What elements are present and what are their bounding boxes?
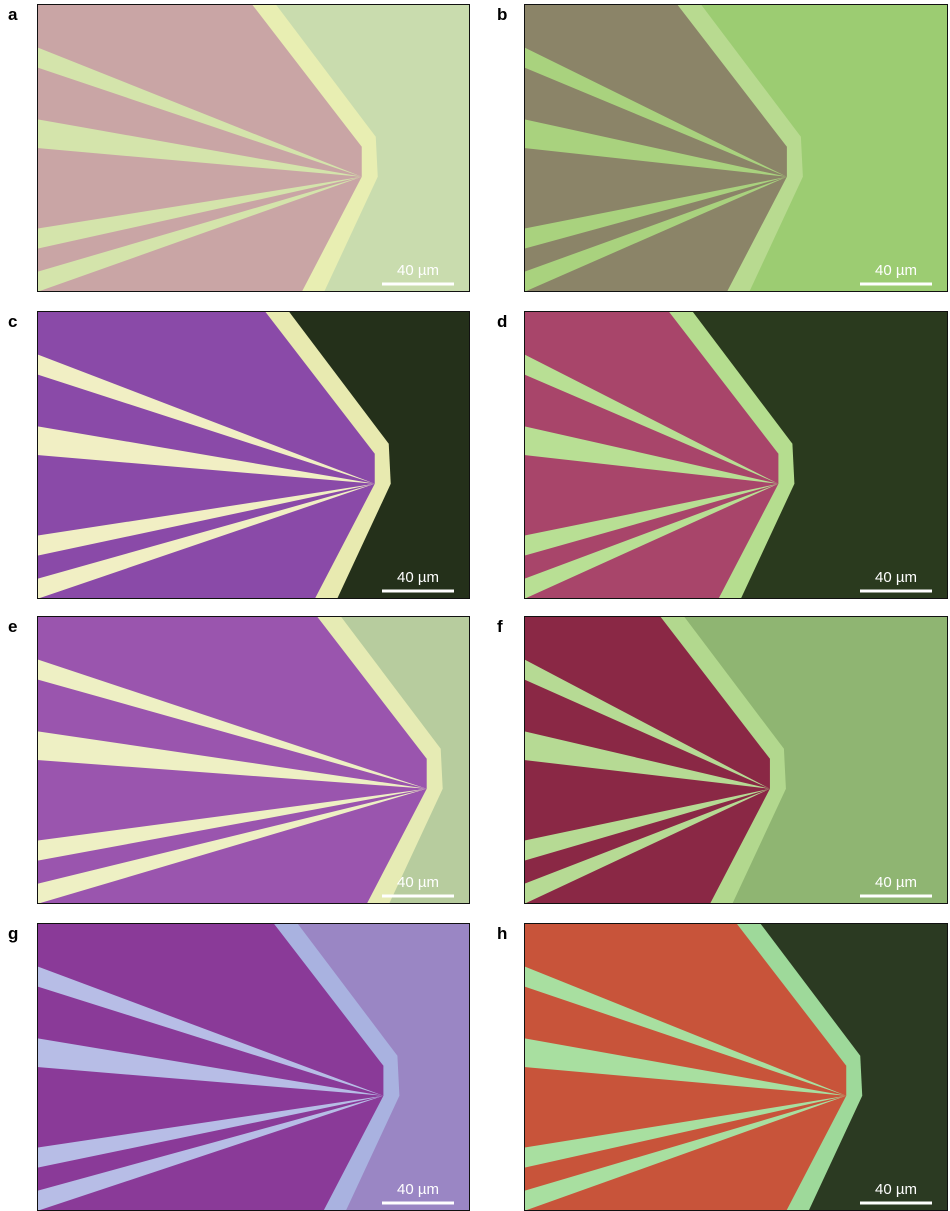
panel-label: c <box>8 312 17 331</box>
scale-bar-label: 40 µm <box>397 569 439 586</box>
panel-label: e <box>8 617 17 636</box>
micrograph: 40 µm <box>524 611 948 909</box>
micrograph: 40 µm <box>524 918 948 1211</box>
micrograph: 40 µm <box>37 306 470 604</box>
scale-bar-label: 40 µm <box>875 262 917 279</box>
panel-label: a <box>8 5 18 24</box>
micrograph: 40 µm <box>37 611 470 909</box>
panel-label: f <box>497 617 503 636</box>
panel-label: h <box>497 924 507 943</box>
scale-bar-label: 40 µm <box>397 262 439 279</box>
panel-label: d <box>497 312 507 331</box>
panel-label: b <box>497 5 507 24</box>
scale-bar-label: 40 µm <box>875 569 917 586</box>
scale-bar-label: 40 µm <box>397 1181 439 1198</box>
figure: a 40 µm b 40 µm c 40 µm d 40 µm e 40 µm f 40 µm g 40 … <box>0 0 950 1211</box>
micrograph: 40 µm <box>37 918 470 1211</box>
scale-bar-label: 40 µm <box>875 1181 917 1198</box>
scale-bar-label: 40 µm <box>875 874 917 891</box>
scale-bar-label: 40 µm <box>397 874 439 891</box>
micrograph: 40 µm <box>37 0 470 297</box>
micrograph: 40 µm <box>524 0 948 297</box>
micrograph: 40 µm <box>524 306 948 604</box>
panel-label: g <box>8 924 18 943</box>
